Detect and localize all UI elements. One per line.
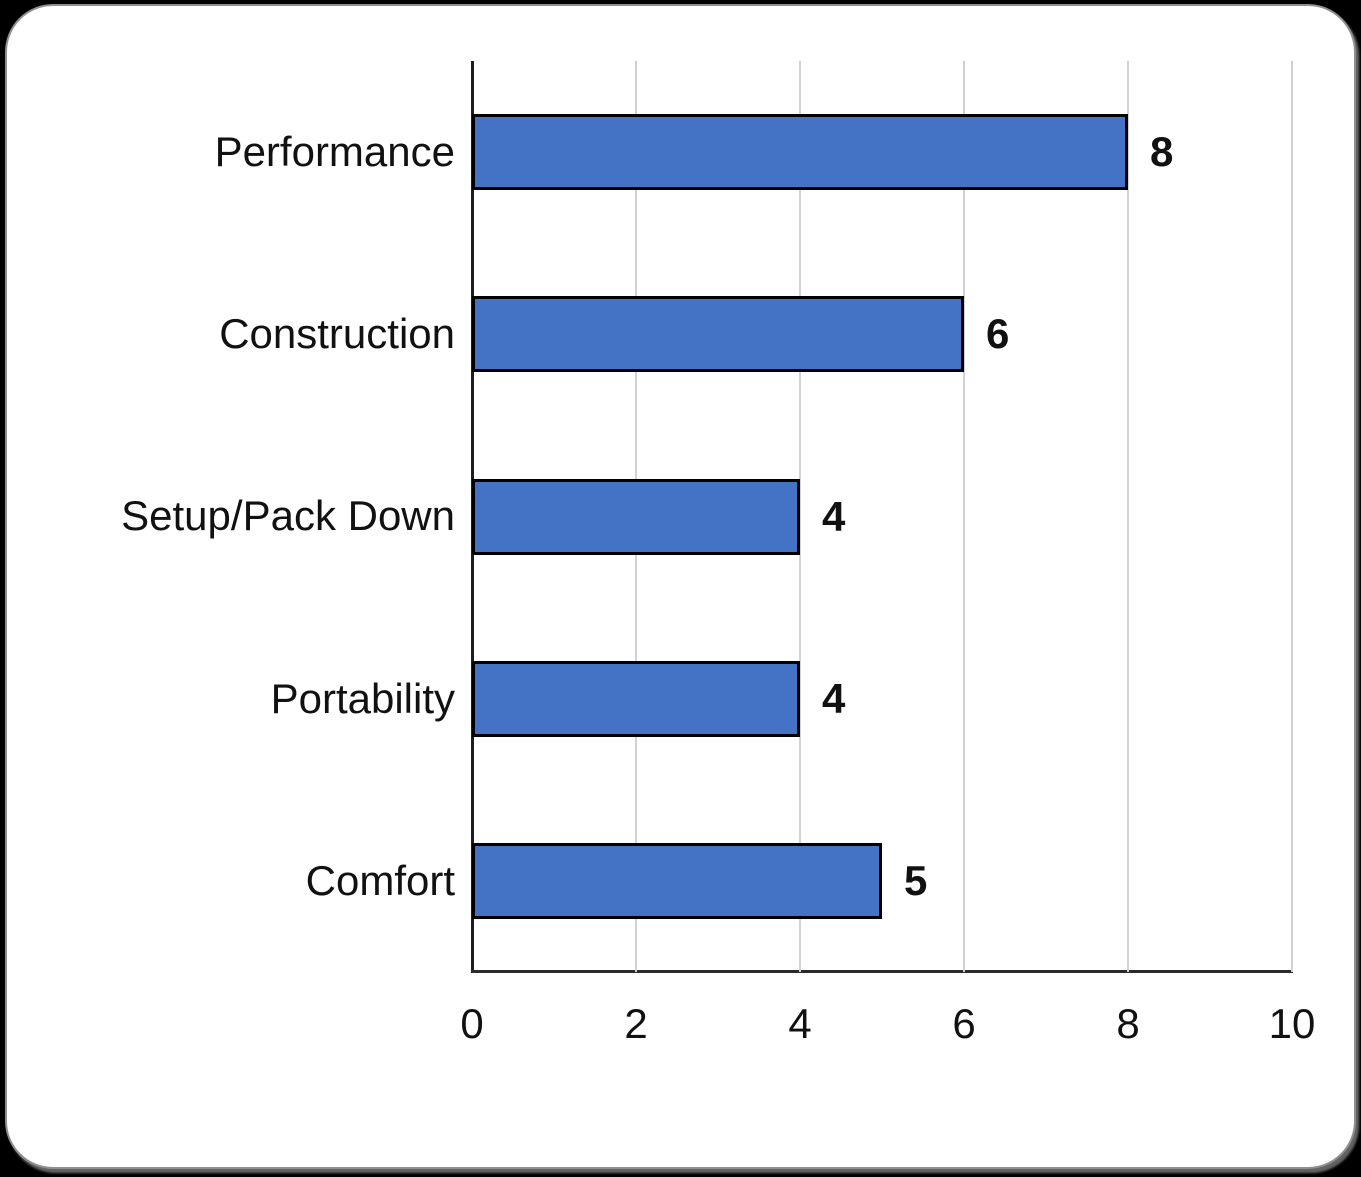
data-label-construction: 6 xyxy=(986,310,1010,357)
x-tick-label-0: 0 xyxy=(460,1000,484,1047)
x-tick-label-10: 10 xyxy=(1268,1000,1316,1047)
bar-setup-pack-down xyxy=(472,479,800,555)
category-axis-labels: Performance Construction Setup/Pack Down Po… xyxy=(7,61,455,972)
gridline-x-6 xyxy=(963,61,965,972)
chart-card: Performance Construction Setup/Pack Down Po… xyxy=(5,4,1356,1169)
x-tick-label-8: 8 xyxy=(1116,1000,1140,1047)
x-tick-label-2: 2 xyxy=(624,1000,648,1047)
x-axis-line xyxy=(471,970,1293,973)
x-tick-label-4: 4 xyxy=(788,1000,812,1047)
category-label-setup-pack-down: Setup/Pack Down xyxy=(121,492,455,539)
data-label-portability: 4 xyxy=(822,675,846,722)
data-label-performance: 8 xyxy=(1150,128,1174,175)
gridline-x-10 xyxy=(1291,61,1293,972)
category-label-portability: Portability xyxy=(270,675,455,722)
bar-chart: Performance Construction Setup/Pack Down Po… xyxy=(7,6,1354,1167)
bar-portability xyxy=(472,661,800,737)
bar-performance xyxy=(472,114,1128,190)
data-label-comfort: 5 xyxy=(904,857,928,904)
x-axis-tick-labels: 0 2 4 6 8 10 xyxy=(460,998,1315,1050)
plot-area: 8 6 4 4 5 xyxy=(471,61,1293,973)
bar-construction xyxy=(472,296,964,372)
gridline-x-8 xyxy=(1127,61,1129,972)
data-label-setup-pack-down: 4 xyxy=(822,493,846,540)
x-tick-label-6: 6 xyxy=(952,1000,976,1047)
bar-comfort xyxy=(472,843,882,919)
category-label-performance: Performance xyxy=(214,128,455,175)
category-label-comfort: Comfort xyxy=(305,857,455,904)
gridline-x-4 xyxy=(799,61,801,972)
category-label-construction: Construction xyxy=(219,310,455,357)
